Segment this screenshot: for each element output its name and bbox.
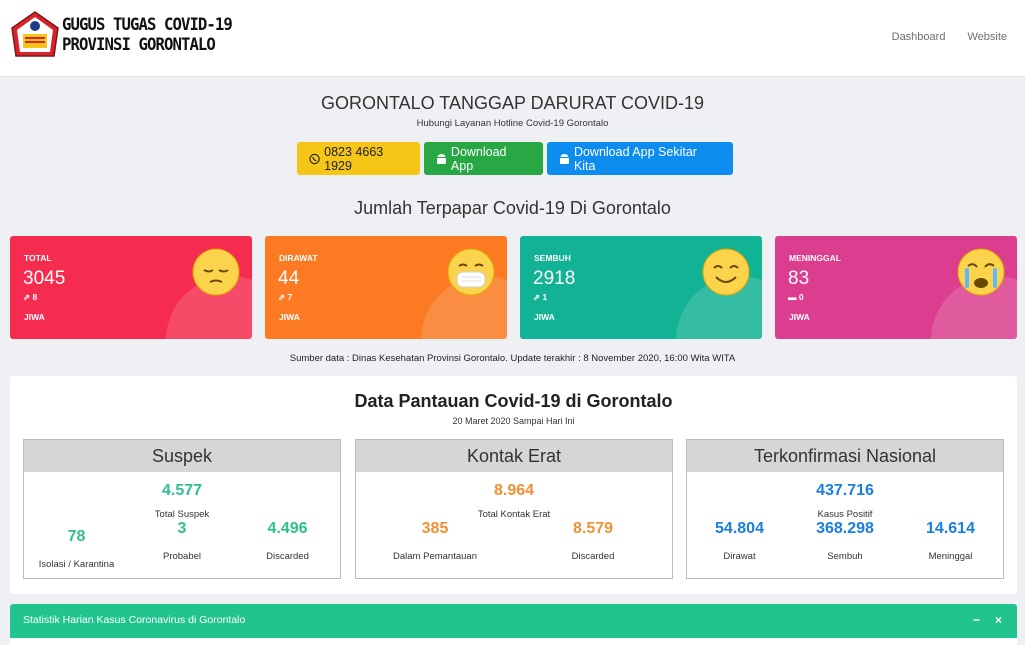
double-up-arrow-icon: ⇗: [23, 292, 31, 302]
close-button[interactable]: ×: [995, 613, 1003, 627]
double-up-arrow-icon: ⇗: [278, 292, 286, 302]
stat-change: ⇗ 7: [278, 292, 292, 303]
suspek-isolasi-label: Isolasi / Karantina: [38, 559, 115, 570]
suspek-probabel-label: Probabel: [162, 551, 202, 562]
stat-value: 83: [788, 268, 810, 289]
double-up-arrow-icon: ⇗: [533, 292, 541, 302]
kontak-pemantauan-label: Dalam Pemantauan: [393, 551, 477, 562]
face-with-mask-icon: [447, 248, 495, 296]
stat-value: 2918: [533, 268, 576, 289]
brand-line-2: PROVINSI GORONTALO: [62, 35, 216, 55]
data-source-note: Sumber data : Dinas Kesehatan Provinsi G…: [289, 353, 736, 364]
minus-icon: ▬: [788, 292, 797, 302]
pensive-face-icon: [192, 248, 240, 296]
stat-change: ⇗ 8: [23, 292, 37, 303]
nasional-sembuh-label: Sembuh: [827, 551, 863, 562]
brand-line-1: GUGUS TUGAS COVID-19: [62, 15, 233, 35]
stat-label: TOTAL: [24, 253, 52, 263]
nasional-sembuh-value: 368.298: [816, 520, 874, 537]
download-app-sekitar-kita-button[interactable]: Download App Sekitar Kita: [547, 142, 733, 175]
nasional-meninggal-label: Meninggal: [928, 551, 973, 562]
gugus-tugas-logo-icon[interactable]: [10, 10, 60, 58]
nav-link-dashboard[interactable]: Dashboard: [891, 31, 946, 43]
stat-change: ▬ 0: [788, 292, 804, 302]
nasional-dirawat-label: Dirawat: [723, 551, 756, 562]
stat-value: 3045: [23, 268, 66, 289]
android-icon: [559, 153, 569, 164]
stat-card-total: TOTAL 3045 ⇗ 8 JIWA: [10, 236, 252, 339]
kontak-discarded-label: Discarded: [571, 551, 615, 562]
section-title-terpapar: Jumlah Terpapar Covid-19 Di Gorontalo: [354, 198, 671, 218]
suspek-discarded-label: Discarded: [266, 551, 309, 562]
stat-card-meninggal: MENINGGAL 83 ▬ 0 JIWA: [775, 236, 1017, 339]
action-buttons: 0823 4663 1929 Download App Download App…: [297, 142, 733, 175]
android-icon: [436, 153, 446, 164]
crying-face-icon: [957, 248, 1005, 296]
suspek-total-value: 4.577: [161, 482, 203, 499]
pantauan-panel: Data Pantauan Covid-19 di Gorontalo 20 M…: [10, 376, 1017, 594]
stat-change-value: 8: [32, 292, 38, 302]
stat-card-dirawat: DIRAWAT 44 ⇗ 7 JIWA: [265, 236, 507, 339]
kontak-erat-box: Kontak Erat 8.964 Total Kontak Erat 385 …: [355, 439, 673, 579]
stat-label: DIRAWAT: [279, 253, 318, 263]
download-app-sekitar-kita-label: Download App Sekitar Kita: [573, 144, 697, 173]
nasional-total-label: Kasus Positif: [817, 509, 873, 520]
stat-change-value: 1: [542, 292, 548, 302]
suspek-probabel-value: 3: [177, 520, 187, 537]
stat-unit: JIWA: [279, 312, 300, 322]
suspek-total-label: Total Suspek: [154, 509, 210, 520]
download-app-button[interactable]: Download App: [424, 142, 543, 175]
nasional-meninggal-value: 14.614: [926, 520, 975, 537]
hotline-caption: Hubungi Layanan Hotline Covid-19 Goronta…: [416, 118, 609, 129]
suspek-box: Suspek 4.577 Total Suspek 78 Isolasi / K…: [23, 439, 341, 579]
main-nav: Dashboard Website: [892, 31, 1007, 43]
kontak-total-label: Total Kontak Erat: [477, 509, 551, 520]
site-brand[interactable]: GUGUS TUGAS COVID-19 PROVINSI GORONTALO: [62, 15, 233, 55]
suspek-isolasi-value: 78: [67, 528, 86, 545]
smiling-face-icon: [702, 248, 750, 296]
pantauan-date-range: 20 Maret 2020 Sampai Hari Ini: [452, 416, 575, 426]
statistik-harian-title: Statistik Harian Kasus Coronavirus di Go…: [23, 614, 246, 626]
stat-unit: JIWA: [534, 312, 555, 322]
nasional-box: Terkonfirmasi Nasional 437.716 Kasus Pos…: [686, 439, 1004, 579]
nasional-dirawat-value: 54.804: [715, 520, 764, 537]
statistik-harian-header: Statistik Harian Kasus Coronavirus di Go…: [10, 604, 1017, 638]
whatsapp-icon: [309, 153, 320, 164]
suspek-header: Suspek: [24, 440, 340, 472]
stat-change-value: 7: [287, 292, 293, 302]
kontak-erat-header: Kontak Erat: [356, 440, 672, 472]
nasional-header: Terkonfirmasi Nasional: [687, 440, 1003, 472]
page-title: GORONTALO TANGGAP DARURAT COVID-19: [320, 93, 705, 113]
stat-unit: JIWA: [24, 312, 45, 322]
whatsapp-hotline-button[interactable]: 0823 4663 1929: [297, 142, 420, 175]
minimize-button[interactable]: −: [973, 613, 981, 627]
stat-value: 44: [278, 268, 300, 289]
kontak-discarded-value: 8.579: [572, 520, 614, 537]
download-app-label: Download App: [450, 144, 507, 173]
top-navbar: GUGUS TUGAS COVID-19 PROVINSI GORONTALO …: [0, 0, 1025, 77]
stat-label: MENINGGAL: [789, 253, 841, 263]
statistik-harian-body: [10, 638, 1017, 645]
stat-card-sembuh: SEMBUH 2918 ⇗ 1 JIWA: [520, 236, 762, 339]
kontak-total-value: 8.964: [493, 482, 535, 499]
nasional-total-value: 437.716: [816, 482, 874, 499]
stat-change-value: 0: [798, 292, 804, 302]
stat-change: ⇗ 1: [533, 292, 547, 303]
nav-link-website[interactable]: Website: [967, 31, 1007, 43]
stat-unit: JIWA: [789, 312, 810, 322]
whatsapp-hotline-label: 0823 4663 1929: [324, 144, 384, 173]
suspek-discarded-value: 4.496: [267, 520, 308, 537]
pantauan-title: Data Pantauan Covid-19 di Gorontalo: [354, 391, 673, 411]
stat-label: SEMBUH: [534, 253, 571, 263]
kontak-pemantauan-value: 385: [421, 520, 449, 537]
